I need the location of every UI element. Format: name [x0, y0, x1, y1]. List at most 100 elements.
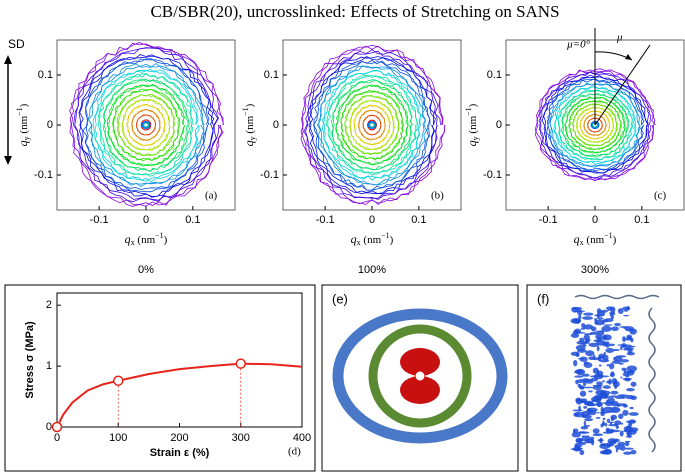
filler-blob — [572, 446, 581, 452]
panel-label: (e) — [332, 291, 348, 306]
filler-blob — [629, 328, 637, 335]
filler-blob — [599, 411, 608, 414]
filler-blob — [589, 436, 595, 441]
y-tick-label: 0.1 — [487, 69, 502, 81]
axes-frame — [56, 292, 303, 428]
filler-blob — [584, 435, 591, 442]
axis-exponent: −1 — [381, 231, 390, 240]
contour-line — [300, 45, 446, 205]
axis-subscript: y — [248, 136, 257, 140]
filler-blob — [572, 318, 581, 324]
filler-blob — [625, 374, 630, 378]
filler-blob — [593, 394, 603, 401]
y-tick-label: -0.1 — [483, 169, 502, 181]
contour-line — [538, 71, 652, 180]
filler-blob — [574, 375, 584, 378]
contour-line — [557, 89, 634, 161]
filler-blob — [609, 440, 617, 445]
axis-subscript: y — [471, 136, 480, 140]
axis-exponent: −1 — [241, 107, 250, 116]
contour-line — [561, 93, 629, 158]
filler-blob — [626, 334, 633, 340]
contour-line — [335, 84, 409, 166]
filler-blob — [584, 418, 593, 422]
y-tick-label: -0.1 — [260, 169, 279, 181]
x-tick-label: -0.1 — [316, 214, 335, 226]
filler-blob — [575, 444, 583, 447]
contour-line — [82, 58, 210, 190]
contour-line — [349, 100, 395, 150]
filler-blob — [583, 405, 588, 409]
contour-line — [362, 114, 382, 136]
filler-blob — [623, 326, 634, 330]
x-tick-label: 400 — [293, 432, 311, 444]
filler-blob — [598, 355, 604, 359]
x-axis-label: qx (nm−1) — [574, 231, 617, 247]
filler-blob — [606, 418, 611, 423]
filler-blob — [573, 359, 578, 367]
contour-line — [539, 71, 652, 179]
panel-label: (d) — [288, 446, 301, 458]
contour-center — [370, 123, 374, 127]
stress-curve — [56, 362, 303, 428]
filler-blob — [595, 330, 605, 333]
x-tick-label: 0 — [592, 214, 598, 226]
filler-blob — [596, 381, 603, 386]
filler-blob — [620, 346, 623, 351]
filler-blob — [592, 433, 604, 437]
strain-caption: 0% — [138, 264, 154, 276]
contour-line — [308, 56, 435, 195]
filler-blob — [614, 378, 618, 384]
contour-line — [583, 113, 607, 136]
contour-line — [564, 96, 626, 154]
direction-arrow — [4, 55, 12, 165]
filler-blob — [602, 334, 608, 341]
axis-close: ) — [244, 103, 256, 107]
filler-blob — [622, 377, 632, 381]
axis-symbol: q — [574, 232, 580, 246]
annotation-line — [594, 44, 651, 126]
filler-blob — [621, 395, 625, 398]
axis-close: ) — [613, 234, 617, 246]
filler-blob — [586, 441, 592, 443]
filler-blob — [615, 448, 618, 453]
annotation: μ=0° — [566, 39, 590, 51]
axis-exponent: −1 — [464, 107, 473, 116]
filler-blob — [618, 413, 624, 419]
filler-blob — [602, 319, 605, 325]
filler-blob — [630, 337, 634, 343]
contour-line — [553, 86, 637, 164]
filler-blob — [602, 385, 611, 389]
filler-blob — [602, 420, 605, 426]
x-tick-label: 300 — [232, 432, 250, 444]
filler-blob — [587, 410, 597, 416]
panel-label: (a) — [205, 190, 218, 202]
filler-blob — [596, 411, 600, 414]
filler-blob — [619, 430, 624, 437]
filler-blob — [606, 364, 610, 367]
filler-blob — [588, 356, 596, 361]
contour-line — [579, 110, 611, 140]
filler-blob — [577, 309, 583, 316]
contour-line — [534, 68, 656, 181]
filler-blob — [583, 334, 590, 341]
axis-close: ) — [390, 234, 394, 246]
filler-blob — [611, 326, 619, 331]
y-tick-label: 0 — [46, 421, 52, 433]
contour-line — [308, 56, 436, 195]
filler-blob — [579, 449, 585, 455]
filler-blob — [578, 431, 586, 434]
filler-blob — [572, 409, 583, 412]
filler-blob — [620, 422, 624, 425]
filler-blob — [593, 373, 604, 380]
filler-blob — [609, 362, 615, 370]
filler-blob — [629, 406, 634, 410]
direction-label: SD — [8, 37, 25, 51]
filler-blob — [578, 314, 582, 320]
filler-blob — [581, 378, 590, 383]
x-tick-label: 0.1 — [411, 214, 426, 226]
filler-blob — [618, 362, 624, 365]
filler-blob — [625, 394, 635, 400]
x-tick-label: -0.1 — [90, 214, 109, 226]
filler-blob — [591, 326, 597, 332]
